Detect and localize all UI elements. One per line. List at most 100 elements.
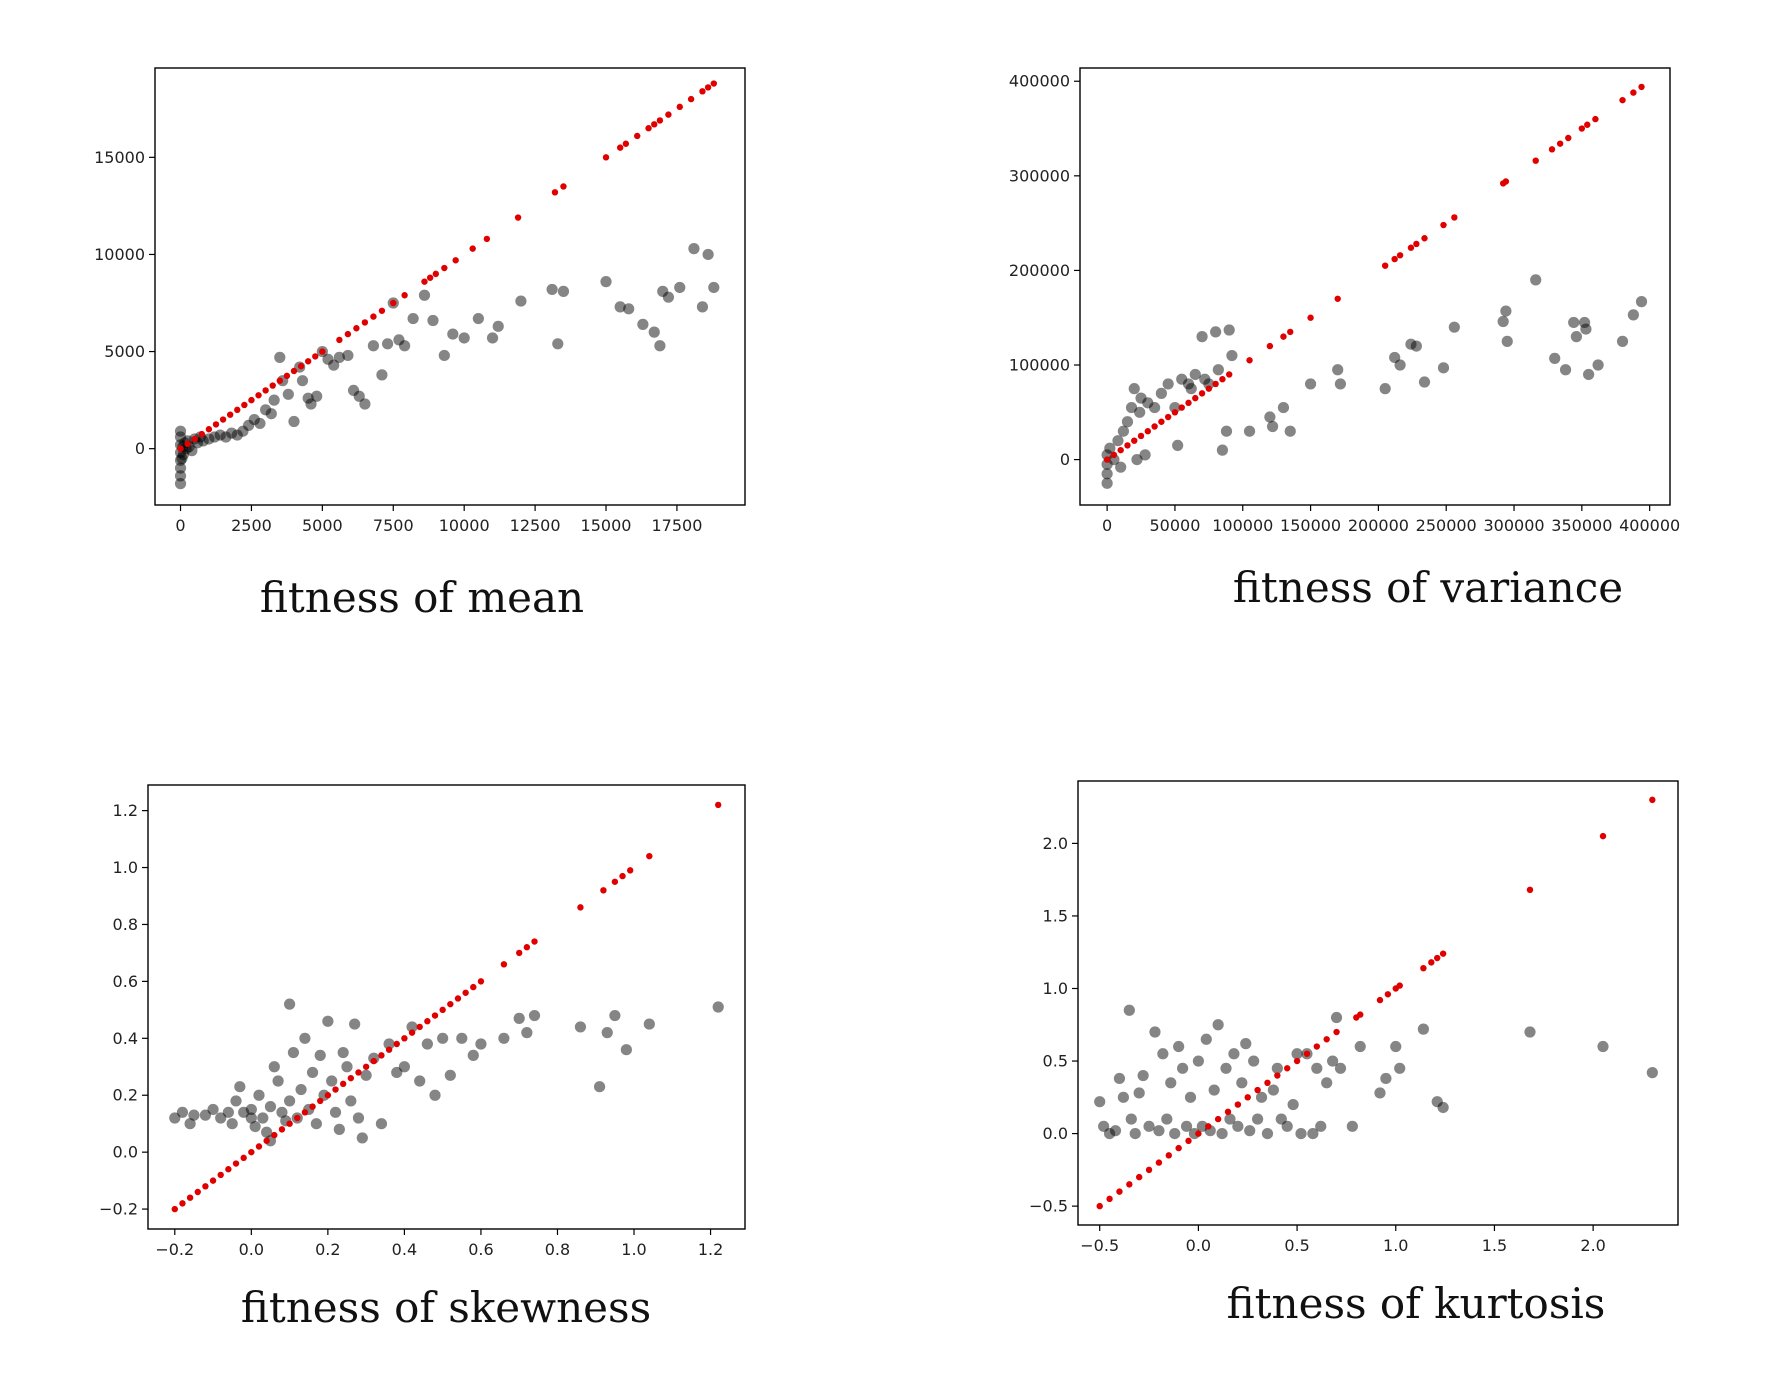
fit-point [286, 1120, 293, 1127]
observed-point [437, 1032, 449, 1044]
fit-point [241, 401, 248, 409]
observed-point [225, 427, 238, 439]
fit-point [1578, 125, 1586, 132]
observed-point [299, 1032, 311, 1044]
observed-point [1125, 401, 1138, 414]
observed-point [1226, 349, 1238, 362]
observed-point [1379, 383, 1391, 395]
observed-point [1134, 406, 1146, 418]
plot-frame [147, 784, 746, 1230]
chart-skewness: −0.2 0.0 0.2 0.4 0.6 0.8 1.0 1.2 −0.2 0.0 0.2 0.4 0… [99, 784, 746, 1332]
fit-point [626, 867, 634, 874]
x-axis-ticks: 0 50000 100000 150000 200000 250000 300000 3500… [1102, 505, 1680, 535]
observed-point [515, 295, 527, 307]
observed-point [1291, 1048, 1303, 1060]
fit-point [191, 435, 198, 443]
observed-point [1277, 401, 1290, 414]
observed-point [1346, 1120, 1358, 1132]
fit-point [710, 80, 717, 87]
observed-point [359, 398, 371, 410]
observed-point [1232, 1120, 1244, 1132]
fit-point [1638, 83, 1645, 91]
observed-point [1162, 378, 1174, 390]
plot-frame [154, 67, 746, 506]
fit-point [1214, 1115, 1222, 1123]
fit-line-points [171, 801, 722, 1213]
fit-point [248, 1148, 255, 1156]
observed-point [648, 326, 660, 338]
fit-point [378, 1052, 385, 1059]
x-tick-label: 5000 [302, 516, 343, 535]
fit-point [1158, 418, 1165, 425]
observed-point [231, 429, 243, 441]
observed-point [1149, 1026, 1161, 1038]
observed-point [1161, 1113, 1173, 1125]
observed-point [314, 1049, 326, 1061]
observed-point [208, 431, 221, 443]
observed-point [322, 1015, 334, 1027]
observed-point [1220, 425, 1233, 437]
observed-point [174, 431, 187, 443]
y-tick-label: 1.2 [113, 801, 138, 820]
fit-point [447, 1000, 454, 1008]
observed-point [1185, 383, 1197, 395]
observed-point [1169, 1127, 1181, 1140]
observed-point [1418, 376, 1431, 388]
observed-point [1148, 401, 1161, 414]
observed-point [1583, 368, 1595, 381]
fit-point [324, 1092, 332, 1099]
fit-point [1185, 399, 1192, 407]
fit-point [416, 1023, 423, 1031]
observed-point [360, 1069, 372, 1081]
observed-point [1113, 1072, 1126, 1085]
x-tick-label: 0.0 [1186, 1236, 1211, 1255]
observed-point [1129, 1127, 1141, 1140]
fit-point [1219, 375, 1226, 383]
fit-point [577, 904, 584, 911]
x-axis-ticks: 0 2500 5000 7500 10000 12500 15000 17500 [175, 505, 702, 535]
fit-point [1224, 1108, 1232, 1116]
observed-point [174, 470, 187, 482]
observed-point [1380, 1072, 1392, 1085]
y-tick-label: 15000 [94, 148, 145, 167]
observed-point [1101, 477, 1113, 489]
fit-point [353, 325, 360, 332]
observed-point [414, 1075, 426, 1087]
fit-point [523, 944, 531, 951]
observed-point [528, 1009, 541, 1022]
fit-point [1293, 1057, 1301, 1065]
observed-point [1646, 1067, 1658, 1079]
observed-point [467, 1049, 479, 1061]
observed-point [447, 328, 459, 340]
observed-point [248, 413, 260, 426]
observed-points [1101, 274, 1648, 489]
fit-point [355, 1069, 362, 1076]
observed-point [345, 1095, 357, 1107]
observed-point [1139, 449, 1151, 461]
fit-point [1131, 437, 1138, 444]
observed-point [492, 320, 504, 332]
fit-point [332, 1086, 339, 1093]
observed-point [1448, 321, 1460, 333]
observed-point [1173, 1040, 1185, 1053]
fit-point [184, 440, 191, 448]
y-axis-ticks: 0 100000 200000 300000 400000 [1009, 72, 1080, 469]
fit-point [1212, 380, 1219, 388]
observed-point [654, 340, 666, 352]
fit-point [421, 278, 428, 285]
fit-point [634, 132, 641, 140]
fit-point [319, 348, 326, 355]
observed-point [282, 388, 294, 400]
fit-point [361, 319, 369, 326]
observed-point [302, 392, 314, 404]
observed-point [438, 349, 450, 362]
observed-point [458, 332, 470, 344]
fit-point [171, 1205, 178, 1213]
observed-point [186, 445, 198, 457]
fit-point [1421, 235, 1428, 242]
fit-point [1254, 1086, 1261, 1094]
observed-point [1578, 316, 1591, 329]
observed-point [1417, 1023, 1429, 1035]
observed-point [1108, 453, 1120, 466]
fit-point [1165, 1152, 1172, 1159]
